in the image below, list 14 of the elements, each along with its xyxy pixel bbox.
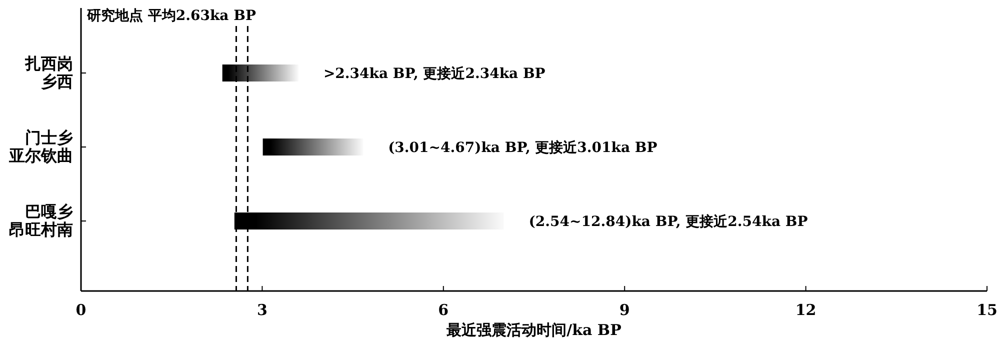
y-tick-label: 巴嘎乡昂旺村南 — [9, 202, 73, 239]
ref-line-label: 研究地点 平均2.63ka BP — [86, 7, 256, 24]
annotation: (3.01~4.67)ka BP, 更接近3.01ka BP — [388, 139, 658, 156]
y-tick-label: 门士乡亚尔钦曲 — [8, 128, 73, 165]
x-tick-label: 0 — [76, 301, 86, 319]
x-tick-label: 15 — [976, 301, 998, 319]
annotation: (2.54~12.84)ka BP, 更接近2.54ka BP — [528, 213, 808, 230]
x-tick-label: 6 — [438, 301, 449, 319]
x-tick-label: 9 — [619, 301, 630, 319]
y-tick-label: 扎西岗乡西 — [24, 54, 73, 91]
x-tick-label: 3 — [256, 301, 268, 319]
annotation: >2.34ka BP, 更接近2.34ka BP — [323, 65, 546, 82]
x-tick-label: 12 — [795, 301, 816, 319]
x-axis-title: 最近强震活动时间/ka BP — [446, 321, 622, 339]
